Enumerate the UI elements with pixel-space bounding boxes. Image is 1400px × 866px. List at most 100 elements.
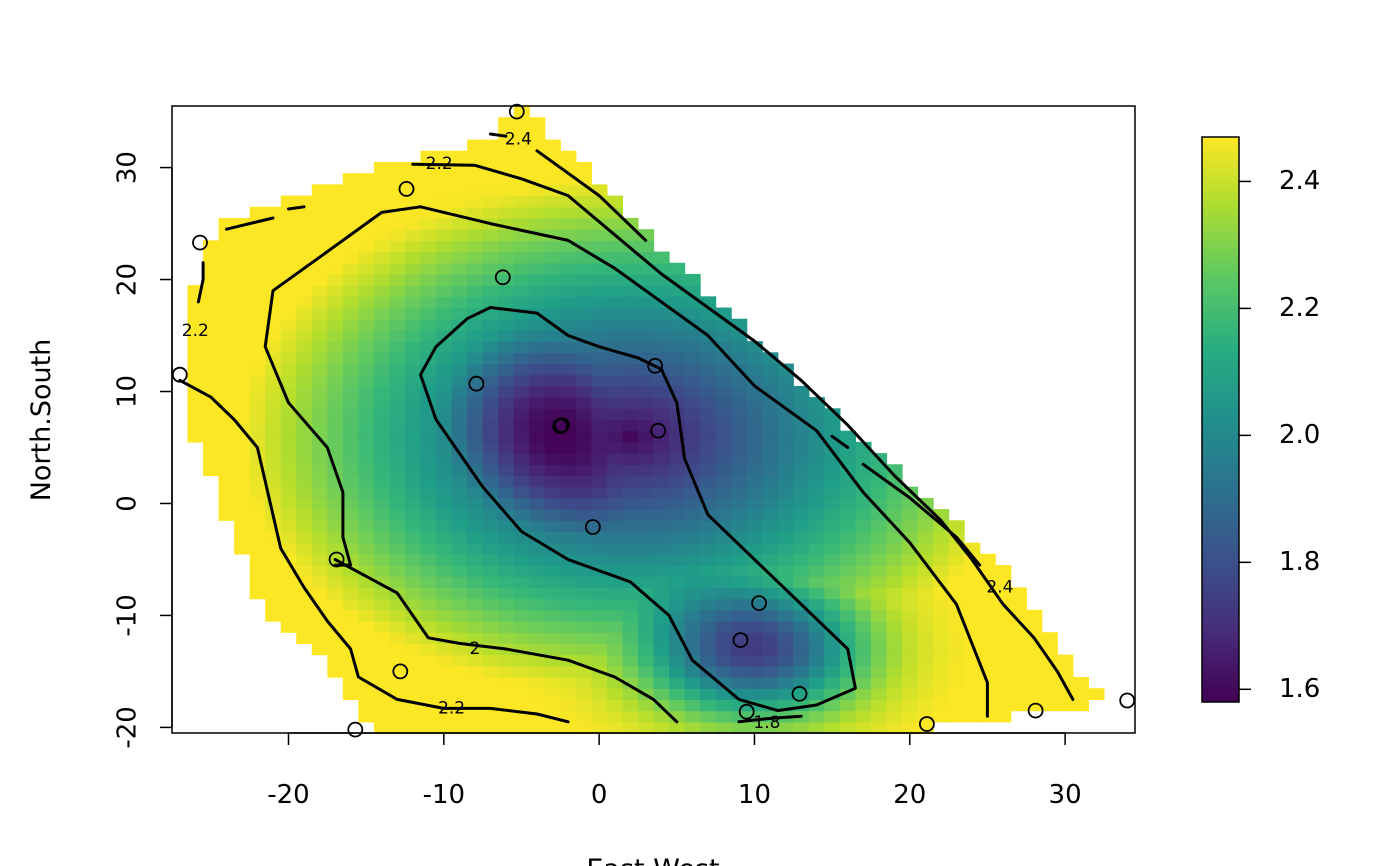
heatmap-cell: [234, 408, 251, 421]
heatmap-cell: [933, 609, 950, 622]
heatmap-cell: [700, 721, 717, 734]
heatmap-cell: [544, 363, 561, 376]
heatmap-cell: [793, 497, 810, 510]
heatmap-cell: [358, 531, 375, 544]
heatmap-cell: [342, 408, 359, 421]
sample-point: [552, 418, 569, 435]
contour-line-2-4: [830, 434, 850, 449]
heatmap-cell: [560, 632, 577, 645]
heatmap-cell: [234, 542, 251, 555]
heatmap-cell: [700, 374, 717, 387]
heatmap-cell: [575, 240, 592, 253]
heatmap-cell: [203, 262, 220, 275]
heatmap-cell: [824, 643, 841, 656]
heatmap-cell: [544, 486, 561, 499]
heatmap-cell: [389, 307, 406, 320]
heatmap-cell: [498, 374, 515, 387]
heatmap-cell: [436, 341, 453, 353]
heatmap-cell: [622, 721, 639, 734]
heatmap-cell: [575, 296, 592, 309]
heatmap-cell: [715, 587, 732, 600]
heatmap-cell: [265, 553, 282, 566]
heatmap-cell: [249, 587, 266, 600]
heatmap-cell: [482, 430, 499, 443]
heatmap-cell: [373, 262, 391, 275]
heatmap-cell: [606, 632, 624, 645]
heatmap-cell: [669, 632, 686, 645]
contour-line-2-2: [411, 162, 1075, 701]
heatmap-cell: [560, 598, 577, 611]
heatmap-cell: [529, 128, 546, 141]
heatmap-cell: [669, 598, 686, 611]
heatmap-cell: [280, 598, 297, 611]
heatmap-cell: [467, 285, 484, 297]
heatmap-cell: [700, 430, 717, 443]
heatmap-cell: [591, 441, 608, 454]
heatmap-cell: [653, 352, 670, 365]
heatmap-cell: [373, 677, 391, 689]
heatmap-cell: [265, 587, 282, 600]
heatmap-cell: [498, 341, 515, 353]
heatmap-cell: [467, 598, 484, 611]
heatmap-cell: [451, 419, 468, 432]
heatmap-cell: [203, 273, 220, 286]
heatmap-cell: [886, 677, 903, 689]
heatmap-cell: [870, 632, 888, 645]
heatmap-cell: [886, 721, 903, 734]
heatmap-cell: [420, 721, 437, 734]
heatmap-cell: [451, 464, 468, 477]
heatmap-cell: [389, 576, 406, 589]
heatmap-cell: [669, 576, 686, 589]
heatmap-cell: [560, 609, 577, 622]
heatmap-cell: [793, 397, 810, 409]
heatmap-cell: [342, 195, 359, 208]
heatmap-cell: [544, 654, 561, 667]
heatmap-cell: [544, 565, 561, 577]
heatmap-cell: [591, 688, 608, 701]
heatmap-cell: [715, 318, 732, 331]
heatmap-cell: [451, 621, 468, 633]
heatmap-cell: [234, 329, 251, 342]
heatmap-cell: [933, 565, 950, 577]
heatmap-cell: [637, 699, 655, 712]
heatmap-cell: [342, 430, 359, 443]
heatmap-cell: [265, 341, 282, 353]
heatmap-cell: [296, 285, 313, 297]
heatmap-cell: [280, 229, 297, 241]
heatmap-cell: [653, 542, 670, 555]
heatmap-cell: [575, 217, 592, 230]
heatmap-cell: [886, 576, 903, 589]
heatmap-cell: [606, 374, 624, 387]
heatmap-cell: [404, 721, 422, 734]
heatmap-cell: [715, 352, 732, 365]
heatmap-cell: [591, 464, 608, 477]
heatmap-cell: [824, 609, 841, 622]
heatmap-cell: [886, 497, 903, 510]
heatmap-cell: [715, 464, 732, 477]
heatmap-cell: [684, 587, 701, 600]
heatmap-cell: [886, 531, 903, 544]
heatmap-cell: [482, 385, 499, 398]
heatmap-cell: [436, 240, 453, 253]
heatmap-cell: [296, 453, 313, 465]
heatmap-cell: [544, 621, 561, 633]
heatmap-cell: [203, 419, 220, 432]
heatmap-cell: [373, 710, 391, 723]
heatmap-cell: [1041, 688, 1058, 701]
heatmap-cell: [513, 374, 530, 387]
heatmap-cell: [280, 318, 297, 331]
heatmap-cell: [591, 721, 608, 734]
heatmap-cell: [265, 408, 282, 421]
heatmap-cell: [995, 665, 1012, 678]
heatmap-cell: [342, 273, 359, 286]
heatmap-cell: [917, 576, 934, 589]
heatmap-cell: [280, 576, 297, 589]
heatmap-cell: [420, 677, 437, 689]
heatmap-cell: [249, 453, 266, 465]
heatmap-cell: [358, 397, 375, 409]
heatmap-cell: [513, 565, 530, 577]
heatmap-cell: [777, 374, 794, 387]
heatmap-cell: [513, 128, 530, 141]
heatmap-cell: [746, 520, 763, 533]
